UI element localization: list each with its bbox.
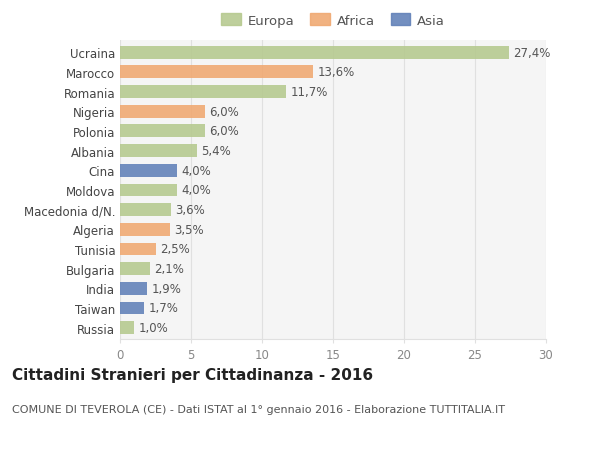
Bar [120,164,177,177]
Bar [120,145,197,157]
Bar [120,106,205,118]
Text: 6,0%: 6,0% [209,125,239,138]
Text: 13,6%: 13,6% [317,66,355,79]
Text: COMUNE DI TEVEROLA (CE) - Dati ISTAT al 1° gennaio 2016 - Elaborazione TUTTITALI: COMUNE DI TEVEROLA (CE) - Dati ISTAT al … [12,404,505,414]
Bar [120,184,177,197]
Text: 6,0%: 6,0% [209,106,239,118]
Text: 1,7%: 1,7% [148,302,178,315]
Text: 2,1%: 2,1% [154,263,184,275]
Bar [120,302,144,314]
Text: 5,4%: 5,4% [201,145,230,158]
Legend: Europa, Africa, Asia: Europa, Africa, Asia [217,11,449,32]
Bar [120,125,205,138]
Text: 1,0%: 1,0% [139,321,168,334]
Bar [120,321,134,334]
Text: 4,0%: 4,0% [181,164,211,177]
Bar [120,67,313,79]
Text: Cittadini Stranieri per Cittadinanza - 2016: Cittadini Stranieri per Cittadinanza - 2… [12,367,373,382]
Bar [120,47,509,60]
Text: 11,7%: 11,7% [290,86,328,99]
Bar [120,224,170,236]
Bar [120,282,147,295]
Text: 3,5%: 3,5% [174,223,203,236]
Text: 27,4%: 27,4% [514,47,551,60]
Bar [120,243,155,256]
Bar [120,204,171,217]
Text: 2,5%: 2,5% [160,243,190,256]
Text: 3,6%: 3,6% [175,204,205,217]
Bar [120,263,150,275]
Text: 1,9%: 1,9% [151,282,181,295]
Bar [120,86,286,99]
Text: 4,0%: 4,0% [181,184,211,197]
